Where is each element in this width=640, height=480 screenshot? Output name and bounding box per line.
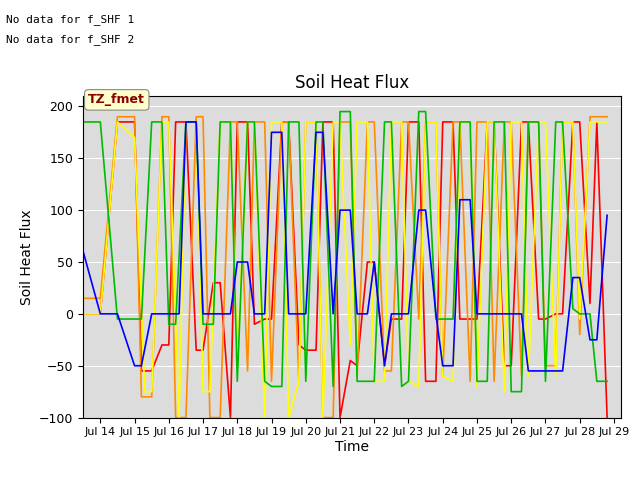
- Text: TZ_fmet: TZ_fmet: [88, 94, 145, 107]
- Text: No data for f_SHF 2: No data for f_SHF 2: [6, 34, 134, 45]
- Title: Soil Heat Flux: Soil Heat Flux: [295, 73, 409, 92]
- Y-axis label: Soil Heat Flux: Soil Heat Flux: [20, 209, 33, 305]
- Text: No data for f_SHF 1: No data for f_SHF 1: [6, 14, 134, 25]
- X-axis label: Time: Time: [335, 440, 369, 454]
